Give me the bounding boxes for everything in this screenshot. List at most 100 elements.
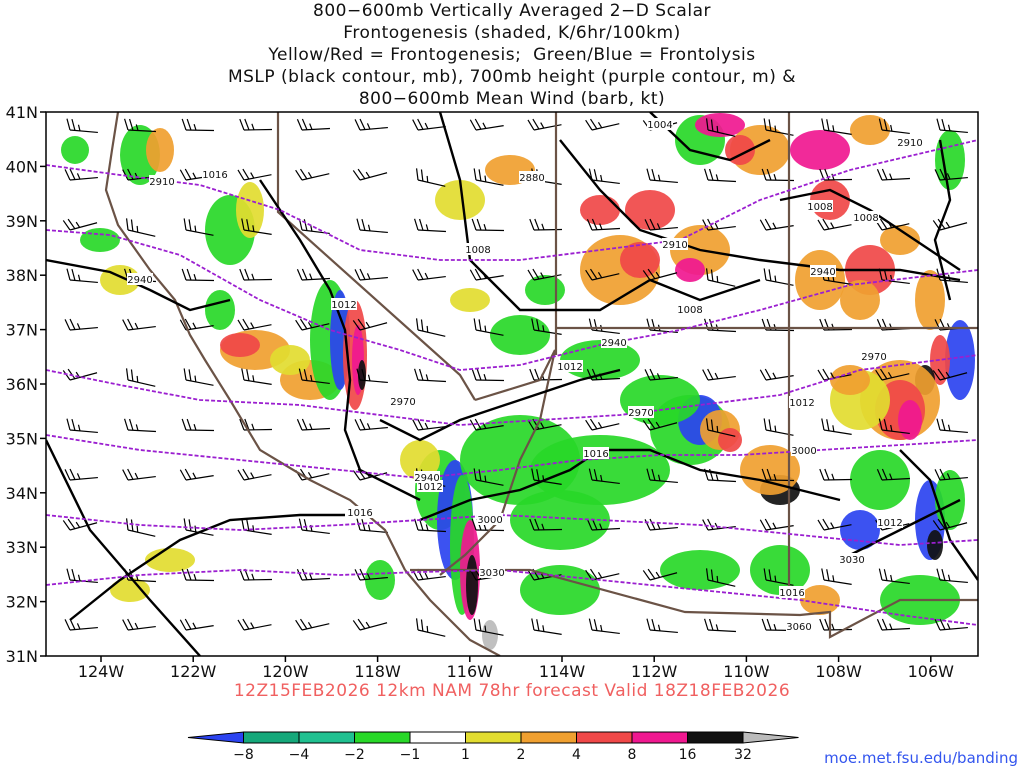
colorbar-segment	[187, 731, 244, 744]
lat-label: 37N	[6, 321, 38, 340]
wind-barb	[356, 218, 388, 234]
mslp-label: 1012	[789, 398, 814, 409]
wind-barb	[354, 118, 388, 131]
wind-barb	[817, 518, 852, 531]
colorbar-segment	[576, 731, 633, 744]
title-line-5: 800−600mb Mean Wind (barb, kt)	[358, 89, 666, 109]
source-url[interactable]: moe.met.fsu.edu/banding	[824, 749, 1018, 767]
wind-barb	[414, 368, 446, 383]
height-label-bg	[601, 336, 627, 348]
colorbar-segment	[409, 731, 466, 744]
wind-barb	[62, 368, 98, 381]
wind-barb	[704, 318, 736, 333]
mslp-label: 1012	[331, 300, 356, 311]
wind-barb	[704, 618, 736, 633]
wind-barb	[296, 268, 330, 281]
wind-barb	[352, 168, 388, 181]
mslp-label-bg	[877, 516, 903, 528]
wind-barb	[415, 318, 446, 337]
wind-barb	[585, 268, 620, 281]
baja-coast	[404, 569, 501, 656]
wind-barb	[298, 368, 330, 385]
mslp-label-bg	[779, 586, 805, 598]
wind-barb	[878, 568, 910, 585]
mslp-label: 1016	[202, 170, 227, 181]
wind-barb	[878, 118, 910, 135]
wind-barb	[642, 268, 678, 281]
mslp-label-bg	[331, 298, 357, 310]
wind-barb	[936, 118, 968, 134]
wind-barb	[586, 518, 620, 531]
wind-barb	[473, 468, 504, 486]
wind-barb	[181, 568, 215, 582]
wind-barb	[471, 368, 505, 382]
shading-blob	[620, 242, 660, 278]
lat-label: 40N	[6, 157, 38, 176]
wind-barb	[354, 418, 388, 431]
wind-barb	[62, 218, 98, 231]
wind-barb	[124, 118, 156, 133]
wind-barb	[352, 318, 388, 331]
height-label: 3000	[477, 515, 502, 526]
wind-barb	[412, 418, 446, 431]
shading-blob	[270, 345, 310, 375]
shading-blob	[365, 560, 395, 600]
wind-barb	[585, 568, 620, 581]
wind-barb	[763, 418, 794, 436]
wind-barb	[936, 418, 968, 434]
wind-barb	[702, 218, 736, 231]
wind-barb	[932, 518, 968, 531]
wind-barb	[179, 468, 214, 481]
shading-blob	[435, 180, 485, 220]
colorbar-segment	[742, 731, 799, 744]
shading-blob	[205, 290, 235, 330]
wind-barb	[705, 568, 736, 587]
wind-barb	[646, 168, 678, 184]
height-label-bg	[810, 265, 836, 277]
wind-barb	[181, 118, 215, 132]
california-coastline	[104, 112, 406, 571]
mslp-label: 1016	[779, 588, 804, 599]
mslp-label-bg	[557, 360, 583, 372]
wind-barb	[181, 268, 215, 282]
shading-blob	[740, 445, 800, 495]
height-label-bg	[479, 566, 505, 578]
wind-barb	[298, 518, 330, 535]
shading-blob	[580, 195, 620, 225]
wind-barb	[122, 468, 156, 481]
mslp-label-bg	[202, 168, 228, 180]
shading-blob	[718, 428, 742, 452]
wind-barb	[531, 618, 562, 635]
height-label: 2940	[810, 267, 835, 278]
wind-barb	[241, 218, 272, 235]
wind-barb	[819, 468, 853, 481]
wind-barb	[125, 218, 156, 237]
height-label: 2910	[149, 177, 174, 188]
wind-barb	[237, 168, 272, 181]
shading-blob	[935, 130, 965, 190]
height-label-bg	[861, 350, 887, 362]
wind-barb	[295, 468, 330, 481]
wind-barb	[473, 618, 504, 636]
wind-barb	[181, 418, 215, 432]
mslp-label: 1008	[677, 305, 702, 316]
height-label: 2910	[897, 138, 922, 149]
lat-label: 35N	[6, 429, 38, 448]
lon-label: 122W	[170, 662, 217, 681]
wind-barb	[705, 118, 736, 137]
wind-barb	[241, 368, 272, 385]
wind-barb	[646, 618, 678, 634]
wind-barb	[529, 518, 563, 531]
wind-barb	[529, 218, 563, 231]
colorbar-segment	[243, 731, 300, 744]
wind-barb	[585, 418, 620, 431]
wind-barb	[296, 118, 330, 131]
shading-blob	[220, 333, 260, 357]
height-label: 2970	[861, 352, 886, 363]
wind-barb	[876, 468, 910, 481]
wind-barb	[241, 518, 272, 535]
height-label-bg	[791, 444, 817, 456]
mslp-label-bg	[583, 447, 609, 459]
arizona-mexico-border	[410, 568, 978, 639]
